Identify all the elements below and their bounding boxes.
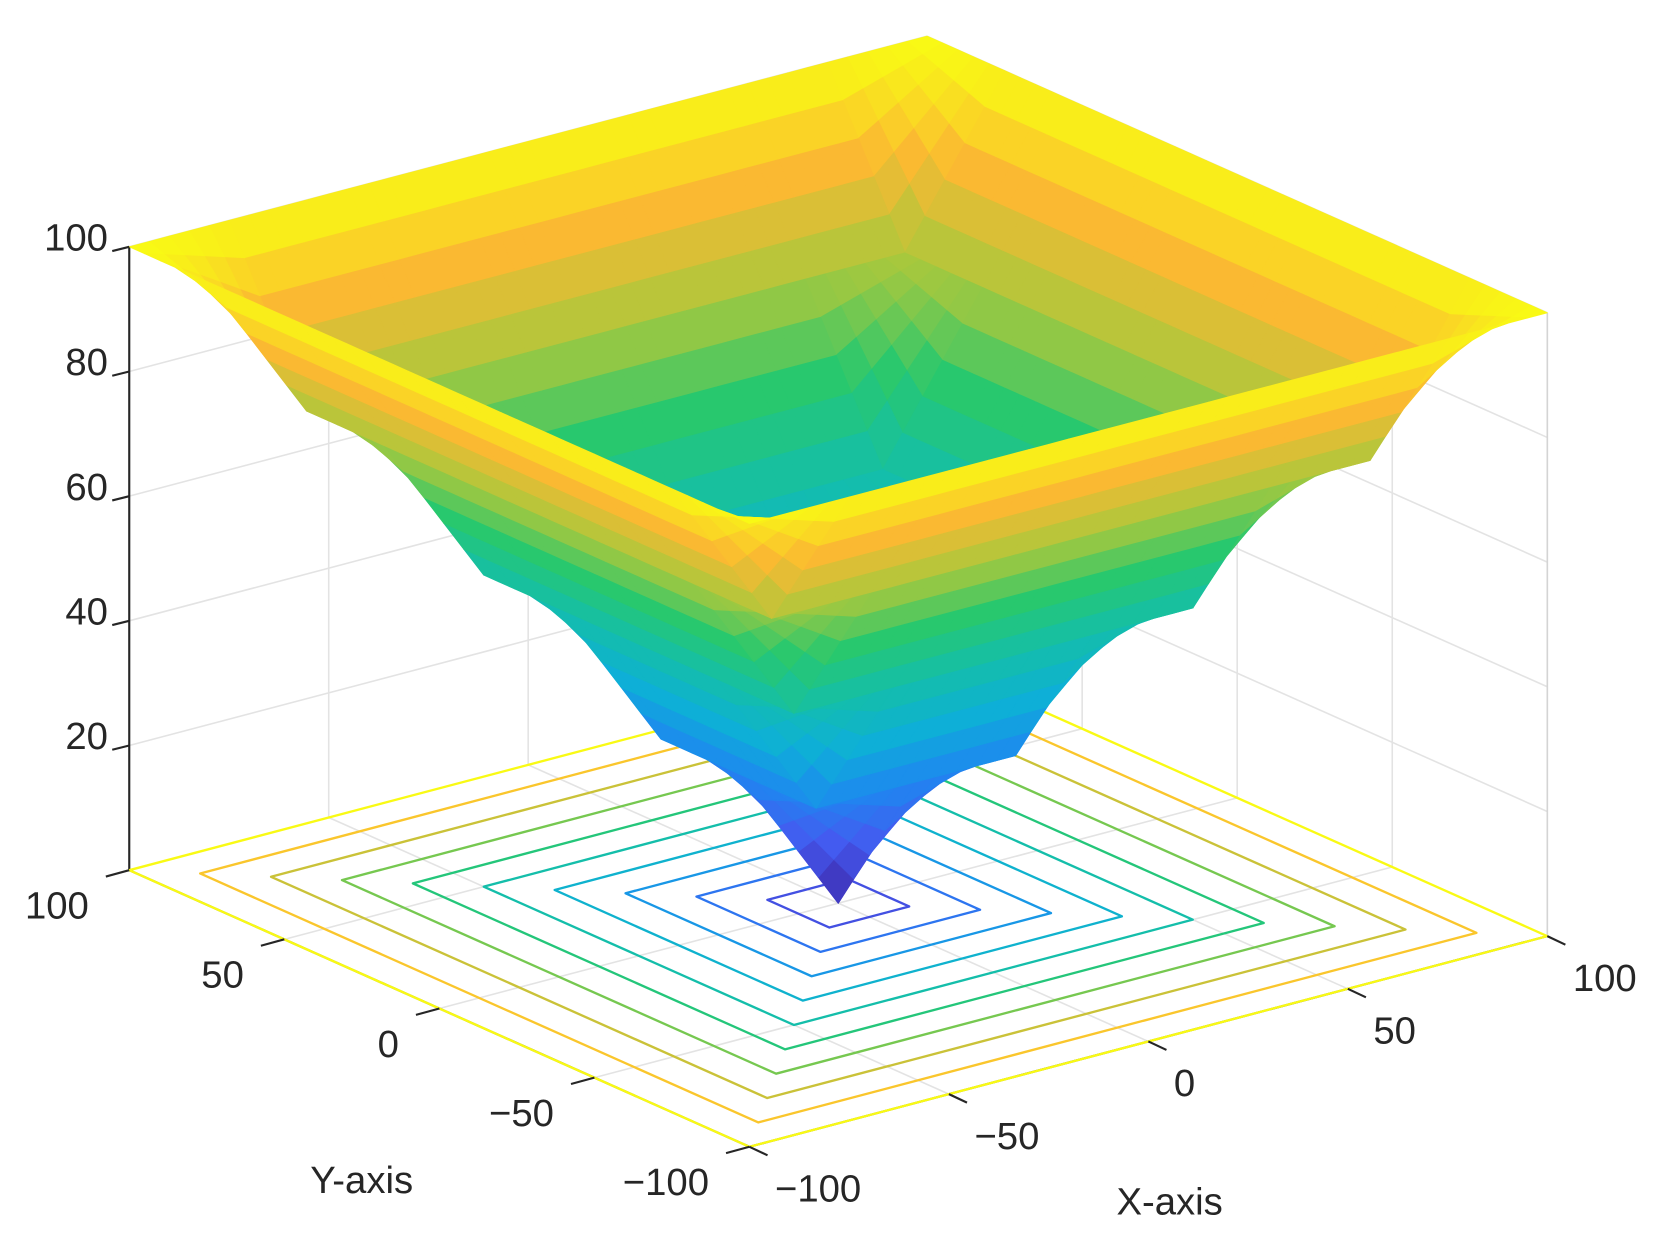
y-tick-label: −100 <box>623 1161 709 1204</box>
x-axis-label: X-axis <box>1116 1180 1222 1223</box>
y-tick <box>260 938 285 947</box>
y-tick <box>105 869 130 878</box>
z-tick-label: 100 <box>44 217 108 260</box>
z-tick-label: 60 <box>65 466 108 509</box>
z-tick <box>111 370 130 377</box>
z-tick <box>111 495 130 502</box>
surface-facet <box>733 515 770 524</box>
z-tick-label: 80 <box>65 341 108 384</box>
y-tick <box>415 1007 440 1016</box>
z-tick-label: 20 <box>65 715 108 758</box>
x-tick-label: −50 <box>974 1115 1039 1158</box>
y-axis-label: Y-axis <box>310 1159 413 1202</box>
y-tick-label: 50 <box>201 954 244 997</box>
x-tick-label: 50 <box>1373 1010 1416 1053</box>
z-tick <box>111 245 130 253</box>
x-tick <box>748 1145 768 1157</box>
x-tick <box>948 1093 968 1104</box>
y-tick <box>570 1076 595 1086</box>
z-tick <box>111 744 130 751</box>
x-tick-label: 0 <box>1174 1062 1195 1105</box>
z-tick-label: 40 <box>65 591 108 634</box>
x-tick <box>1546 935 1566 946</box>
y-tick-label: 100 <box>25 885 89 928</box>
y-tick-label: −50 <box>489 1092 554 1135</box>
plot-area: 20 40 60 80 100 −100 −50 0 50 100 −100 −50 0 50 100 Y-a… <box>25 35 1637 1223</box>
x-tick-label: −100 <box>775 1168 861 1211</box>
x-tick <box>1347 987 1367 999</box>
x-tick <box>1147 1040 1167 1051</box>
z-tick <box>111 619 130 627</box>
y-tick-label: 0 <box>378 1023 399 1066</box>
y-tick <box>725 1145 750 1155</box>
x-tick-label: 100 <box>1573 957 1637 1000</box>
